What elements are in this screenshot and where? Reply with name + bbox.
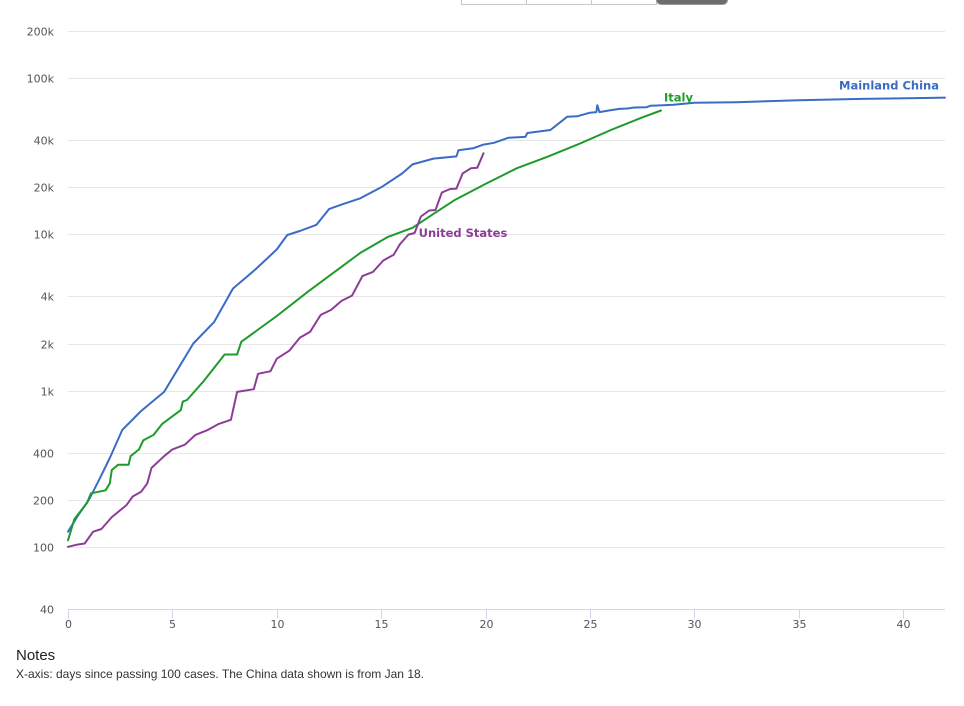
y-axis-tick-labels: 200k 100k 40k 20k 10k 4k 2k 1k 400 200 100 40: [27, 26, 55, 617]
x-tick-label: 5: [169, 618, 176, 631]
x-tick-label: 30: [688, 618, 702, 631]
series-labels: Mainland China Italy United States: [419, 79, 939, 240]
cases-chart: 200k 100k 40k 20k 10k 4k 2k 1k 400 200 100 40 0 5 10 1…: [27, 26, 946, 631]
mainland-china-series-label: Mainland China: [839, 79, 939, 93]
series-lines: [67, 96, 946, 548]
y-tick-label: 10k: [34, 229, 55, 242]
united-states-line: [67, 152, 485, 548]
x-tick-label: 15: [375, 618, 389, 631]
x-tick-label: 0: [65, 618, 72, 631]
y-tick-label: 100: [33, 542, 54, 555]
y-tick-label: 200: [33, 495, 54, 508]
x-tick-label: 40: [897, 618, 911, 631]
x-tick-label: 20: [480, 618, 494, 631]
y-tick-label: 4k: [41, 291, 55, 304]
y-tick-label: 20k: [34, 182, 55, 195]
y-tick-label: 40: [40, 604, 54, 617]
y-tick-label: 2k: [41, 339, 55, 352]
y-tick-label: 100k: [27, 73, 55, 86]
y-tick-label: 1k: [41, 386, 55, 399]
y-tick-label: 200k: [27, 26, 55, 39]
notes-title: Notes: [16, 647, 56, 664]
notes-text: X-axis: days since passing 100 cases. Th…: [16, 667, 424, 681]
x-tick-label: 10: [271, 618, 285, 631]
x-tick-label: 25: [584, 618, 598, 631]
gridlines: [68, 31, 945, 548]
x-axis-tick-labels: 0 5 10 15 20 25 30 35 40: [65, 618, 911, 631]
mainland-china-line: [67, 96, 946, 533]
notes-section: Notes X-axis: days since passing 100 cas…: [16, 647, 424, 681]
range-button-group: [461, 0, 728, 5]
y-tick-label: 40k: [34, 135, 55, 148]
italy-series-label: Italy: [664, 90, 693, 104]
y-tick-label: 400: [33, 448, 54, 461]
united-states-series-label: United States: [419, 226, 508, 240]
x-axis: [68, 609, 945, 619]
italy-line: [67, 109, 662, 542]
x-tick-label: 35: [793, 618, 807, 631]
